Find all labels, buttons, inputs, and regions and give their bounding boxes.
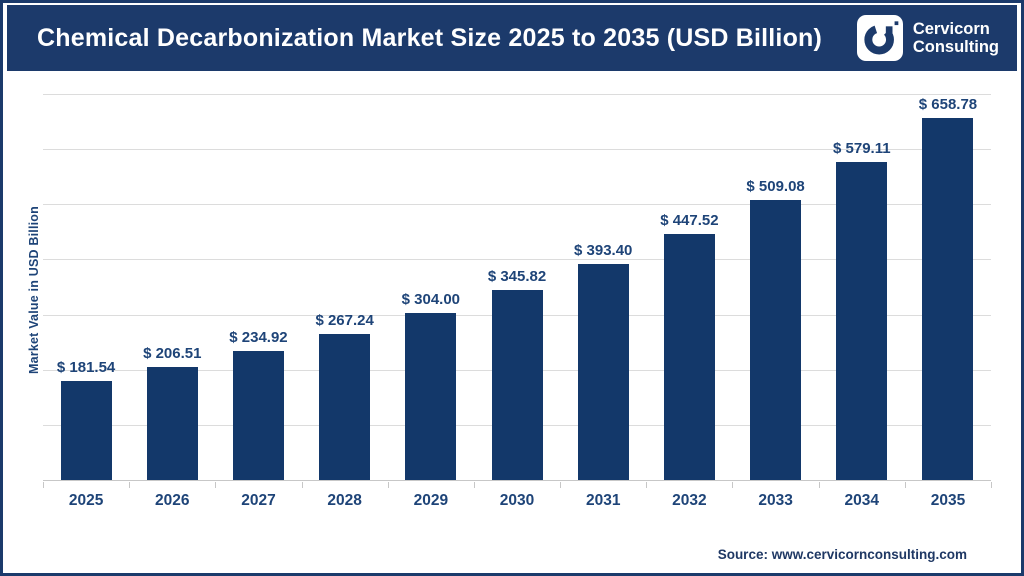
- bar-2028: [319, 333, 371, 481]
- x-axis-label-2029: 2029: [413, 492, 449, 509]
- x-axis-label-2028: 2028: [327, 492, 362, 509]
- bar-value-label-2029: $ 304.00: [401, 291, 461, 309]
- plot-area: $ 181.54 $ 206.51 $ 234.92 $ 267.24 $ 304.00…: [43, 94, 991, 481]
- bar-value-label-2035: $ 658.78: [918, 95, 978, 113]
- x-axis-tick: [129, 482, 131, 488]
- x-axis-tick: [387, 482, 389, 488]
- y-axis-title: Market Value in USD Billion: [27, 206, 41, 374]
- bar-value-label-2028: $ 267.24: [315, 311, 374, 329]
- bar-value-label-2031: $ 393.40: [574, 242, 633, 260]
- bar-2026: [146, 367, 198, 481]
- bar-2033: [750, 200, 802, 481]
- bar-value-label-2033: $ 509.08: [746, 178, 805, 196]
- brand-name: Cervicorn Consulting: [913, 20, 999, 57]
- x-axis-tick: [732, 482, 734, 488]
- bar-slot-2029: $ 304.00: [388, 95, 474, 481]
- bar-2029: [405, 313, 457, 481]
- bar-2030: [491, 290, 543, 481]
- bar-2027: [232, 351, 284, 481]
- x-axis-tick: [818, 482, 820, 488]
- x-axis-tick: [991, 482, 992, 488]
- x-axis-ticks: [43, 482, 992, 488]
- bar-value-label-2030: $ 345.82: [487, 268, 547, 286]
- bar-2031: [577, 264, 629, 481]
- x-axis-label-2035: 2035: [930, 492, 966, 509]
- bar-value-label-2027: $ 234.92: [229, 329, 288, 347]
- gridline-500: [43, 204, 991, 206]
- x-axis-tick: [43, 482, 44, 488]
- bar-slot-2028: $ 267.24: [302, 95, 388, 481]
- x-axis-tick: [215, 482, 217, 488]
- x-axis-label-2032: 2032: [672, 492, 707, 509]
- x-axis-tick: [904, 482, 906, 488]
- x-axis-label-2025: 2025: [68, 492, 104, 509]
- x-axis-tick: [560, 482, 562, 488]
- x-axis-labels: 2025 2026 2027 2028 2029 2030 2031 2032 2033 2034…: [43, 492, 991, 510]
- gridline-600: [43, 149, 991, 151]
- gridline-700: [43, 94, 991, 95]
- bar-2025: [60, 380, 112, 481]
- x-axis-tick: [473, 482, 475, 488]
- bar-value-label-2032: $ 447.52: [660, 212, 719, 230]
- logo-c-glyph: [864, 21, 899, 55]
- x-axis-label-2033: 2033: [758, 492, 793, 509]
- bar-value-label-2034: $ 579.11: [833, 139, 891, 157]
- bar-slot-2034: $ 579.11: [819, 95, 905, 481]
- brand-name-line1: Cervicorn: [912, 19, 990, 38]
- source-text: Source: www.cervicornconsulting.com: [717, 547, 967, 562]
- bar-value-label-2026: $ 206.51: [143, 345, 202, 363]
- bar-slot-2026: $ 206.51: [129, 95, 215, 481]
- bar-slot-2027: $ 234.92: [215, 95, 301, 481]
- x-axis-label-2031: 2031: [585, 492, 621, 509]
- bar-slot-2025: $ 181.54: [43, 95, 129, 481]
- x-axis-line: [43, 480, 991, 481]
- x-axis-tick: [646, 482, 648, 488]
- header-bar: Chemical Decarbonization Market Size 202…: [7, 5, 1017, 71]
- x-axis-label-2034: 2034: [844, 492, 880, 509]
- bar-2034: [836, 161, 888, 481]
- bar-slot-2031: $ 393.40: [560, 95, 646, 481]
- gridline-400: [43, 259, 991, 261]
- x-axis-tick: [301, 482, 303, 488]
- x-axis-label-2026: 2026: [155, 492, 190, 509]
- bar-2032: [663, 234, 715, 481]
- bar-slot-2035: $ 658.78: [905, 95, 991, 481]
- bar-slot-2033: $ 509.08: [733, 95, 819, 481]
- bar-slot-2032: $ 447.52: [646, 95, 732, 481]
- brand-name-line2: Consulting: [912, 38, 999, 56]
- x-axis-label-2030: 2030: [499, 492, 535, 509]
- brand: Cervicorn Consulting: [856, 15, 999, 61]
- bar-series: $ 181.54 $ 206.51 $ 234.92 $ 267.24 $ 304.00…: [43, 95, 991, 481]
- chart-title: Chemical Decarbonization Market Size 202…: [37, 23, 823, 52]
- bar-value-label-2025: $ 181.54: [56, 358, 116, 376]
- bar-slot-2030: $ 345.82: [474, 95, 560, 481]
- cervicorn-logo-icon: [856, 15, 903, 61]
- x-axis-label-2027: 2027: [241, 492, 276, 509]
- bar-2035: [922, 117, 974, 481]
